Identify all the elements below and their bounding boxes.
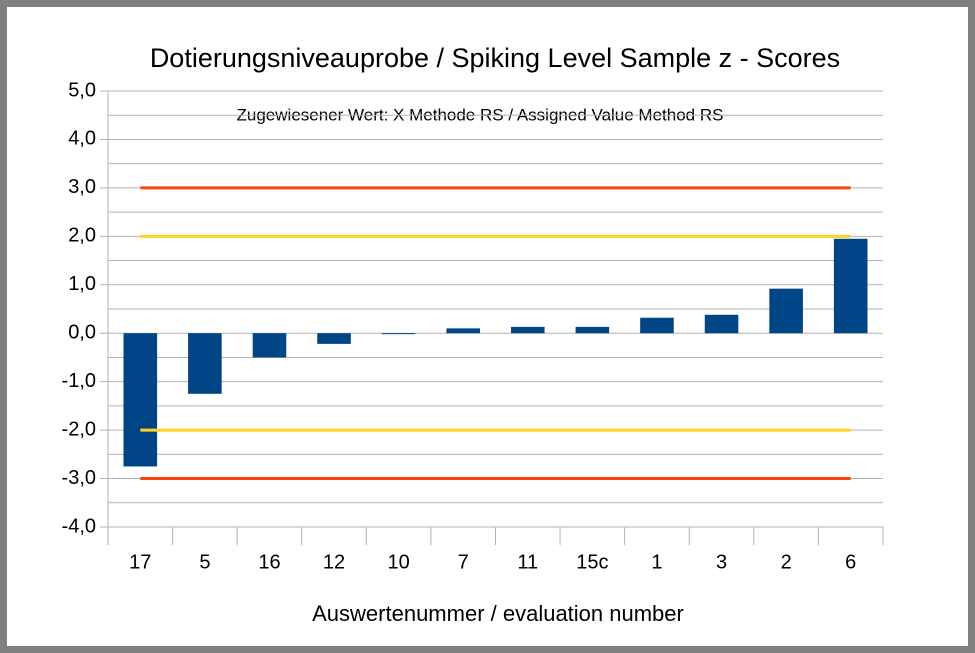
bar <box>704 314 739 334</box>
y-tick-label: -1,0 <box>62 370 96 392</box>
x-tick-label: 3 <box>716 551 727 573</box>
bar <box>188 333 222 394</box>
bar <box>511 326 545 334</box>
x-tick-label: 17 <box>129 551 151 573</box>
y-tick-label: 4,0 <box>68 128 96 150</box>
bar <box>381 333 416 335</box>
y-tick-label: 1,0 <box>68 273 96 295</box>
bar <box>446 328 480 334</box>
x-tick-label: 6 <box>845 551 856 573</box>
bar <box>769 288 803 334</box>
bar <box>252 333 287 358</box>
y-tick-label: -3,0 <box>62 467 96 489</box>
x-tick-label: 12 <box>323 551 345 573</box>
bar <box>640 317 674 334</box>
y-tick-label: 3,0 <box>68 176 96 198</box>
chart-title: Dotierungsniveauprobe / Spiking Level Sa… <box>150 43 840 73</box>
bar <box>123 333 158 467</box>
x-tick-label: 15c <box>576 551 608 573</box>
y-tick-label: 5,0 <box>68 79 96 101</box>
x-tick-label: 16 <box>258 551 280 573</box>
y-tick-label: 0,0 <box>68 322 96 344</box>
y-tick-label: -4,0 <box>62 515 96 537</box>
y-tick-label: -2,0 <box>62 418 96 440</box>
x-tick-label: 5 <box>199 551 210 573</box>
x-axis-label: Auswertenummer / evaluation number <box>312 601 684 626</box>
x-tick-label: 2 <box>781 551 792 573</box>
x-tick-label: 7 <box>458 551 469 573</box>
bar <box>575 326 610 334</box>
x-tick-label: 10 <box>388 551 410 573</box>
y-tick-label: 2,0 <box>68 225 96 247</box>
bar <box>833 238 868 334</box>
bar <box>317 333 351 344</box>
x-tick-label: 1 <box>651 551 662 573</box>
x-tick-label: 11 <box>517 551 538 573</box>
